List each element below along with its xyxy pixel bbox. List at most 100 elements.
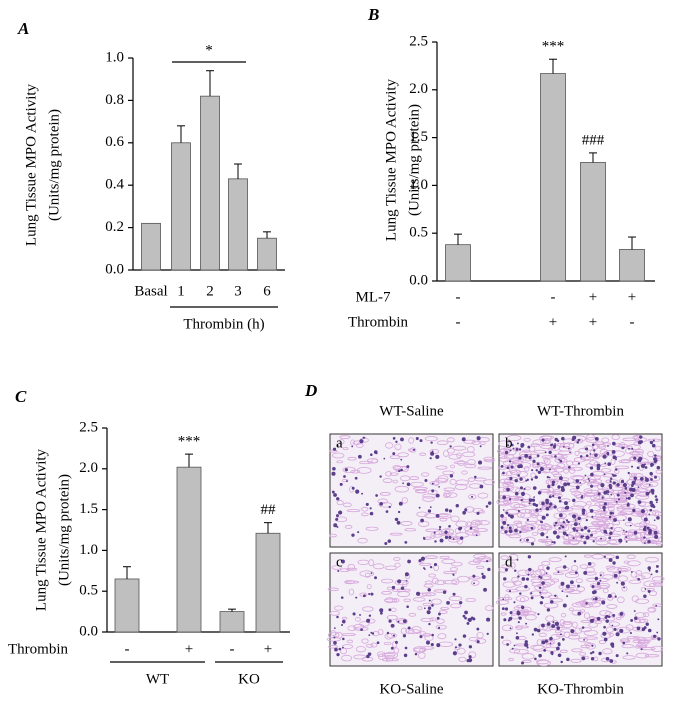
- tissue-strand: [410, 481, 424, 487]
- nucleus: [475, 534, 478, 537]
- nucleus: [566, 595, 569, 598]
- nucleus: [539, 591, 542, 594]
- nucleus: [608, 483, 612, 488]
- nucleus: [507, 444, 510, 447]
- tissue-strand: [523, 466, 530, 472]
- tissue-strand: [506, 434, 522, 442]
- tissue-strand: [347, 564, 356, 570]
- nucleus: [438, 486, 440, 488]
- tissue-strand: [383, 598, 398, 603]
- nucleus: [526, 646, 529, 649]
- nucleus: [653, 460, 657, 464]
- tissue-strand: [336, 500, 344, 506]
- nucleus: [388, 608, 392, 612]
- y-tick-label: 0.6: [105, 134, 124, 150]
- histology-image: [328, 433, 495, 548]
- tissue-strand: [456, 452, 462, 459]
- nucleus: [525, 479, 528, 482]
- nucleus: [419, 635, 423, 639]
- nucleus: [540, 520, 544, 524]
- nucleus: [655, 569, 659, 573]
- nucleus: [332, 447, 337, 451]
- nucleus: [438, 525, 442, 529]
- group-label: Thrombin (h): [183, 316, 264, 332]
- tissue-strand: [570, 658, 582, 663]
- tissue-strand: [517, 569, 529, 576]
- row-value: -: [630, 314, 635, 330]
- nucleus: [591, 590, 596, 595]
- nucleus: [387, 539, 392, 543]
- tissue-strand: [417, 652, 426, 659]
- tissue-strand: [618, 459, 631, 464]
- tissue-strand: [531, 514, 537, 519]
- tissue-strand: [604, 497, 618, 502]
- nucleus: [636, 626, 641, 631]
- nucleus: [648, 513, 651, 516]
- nucleus: [558, 526, 561, 530]
- nucleus: [541, 581, 545, 585]
- row-value: -: [551, 289, 556, 305]
- tissue-strand: [327, 587, 339, 591]
- tissue-strand: [336, 460, 344, 464]
- nucleus: [657, 637, 661, 641]
- image-title: KO-Saline: [379, 681, 443, 697]
- tissue-strand: [339, 435, 351, 440]
- nucleus: [573, 560, 577, 563]
- tissue-strand: [568, 634, 581, 640]
- tissue-strand: [585, 566, 595, 573]
- tissue-strand: [346, 509, 361, 513]
- y-axis-title: Lung Tissue MPO Activity: [383, 78, 399, 241]
- tissue-strand: [540, 468, 551, 474]
- nucleus: [572, 537, 575, 540]
- nucleus: [653, 530, 658, 535]
- tissue-strand: [329, 533, 337, 538]
- nucleus: [444, 535, 449, 540]
- tissue-strand: [600, 468, 612, 473]
- tissue-strand: [408, 612, 417, 617]
- tissue-strand: [633, 529, 647, 533]
- nucleus: [398, 469, 401, 473]
- nucleus: [611, 512, 615, 515]
- nucleus: [629, 524, 632, 527]
- nucleus: [552, 530, 558, 535]
- nucleus: [375, 494, 378, 497]
- tissue-strand: [397, 452, 409, 458]
- tissue-strand: [635, 494, 650, 500]
- nucleus: [655, 501, 658, 504]
- tissue-strand: [574, 627, 583, 634]
- y-tick-label: 0.5: [409, 225, 428, 241]
- bar: [257, 237, 277, 271]
- nucleus: [562, 565, 567, 569]
- nucleus: [647, 589, 651, 593]
- tissue-strand: [562, 620, 573, 625]
- tissue-strand: [519, 538, 525, 543]
- nucleus: [486, 632, 489, 636]
- tissue-strand: [436, 618, 445, 624]
- nucleus: [423, 536, 425, 539]
- tissue-strand: [624, 522, 634, 527]
- tissue-strand: [329, 610, 340, 616]
- tissue-strand: [564, 571, 580, 579]
- nucleus: [575, 479, 580, 483]
- nucleus: [514, 528, 518, 533]
- tissue-strand: [366, 584, 372, 590]
- tissue-strand: [605, 565, 616, 570]
- nucleus: [464, 508, 468, 512]
- nucleus: [577, 439, 580, 442]
- tissue-strand: [394, 562, 401, 568]
- nucleus: [397, 620, 400, 623]
- nucleus: [647, 628, 652, 633]
- nucleus: [573, 522, 578, 527]
- tissue-strand: [417, 606, 423, 611]
- nucleus: [521, 661, 525, 665]
- tissue-strand: [654, 511, 662, 517]
- tissue-strand: [409, 447, 417, 453]
- nucleus: [650, 462, 654, 467]
- significance-label: ##: [261, 502, 277, 518]
- tissue-strand: [471, 440, 480, 445]
- nucleus: [623, 519, 625, 521]
- nucleus: [624, 491, 627, 494]
- nucleus: [625, 530, 628, 533]
- nucleus: [609, 531, 613, 535]
- tissue-strand: [430, 532, 436, 539]
